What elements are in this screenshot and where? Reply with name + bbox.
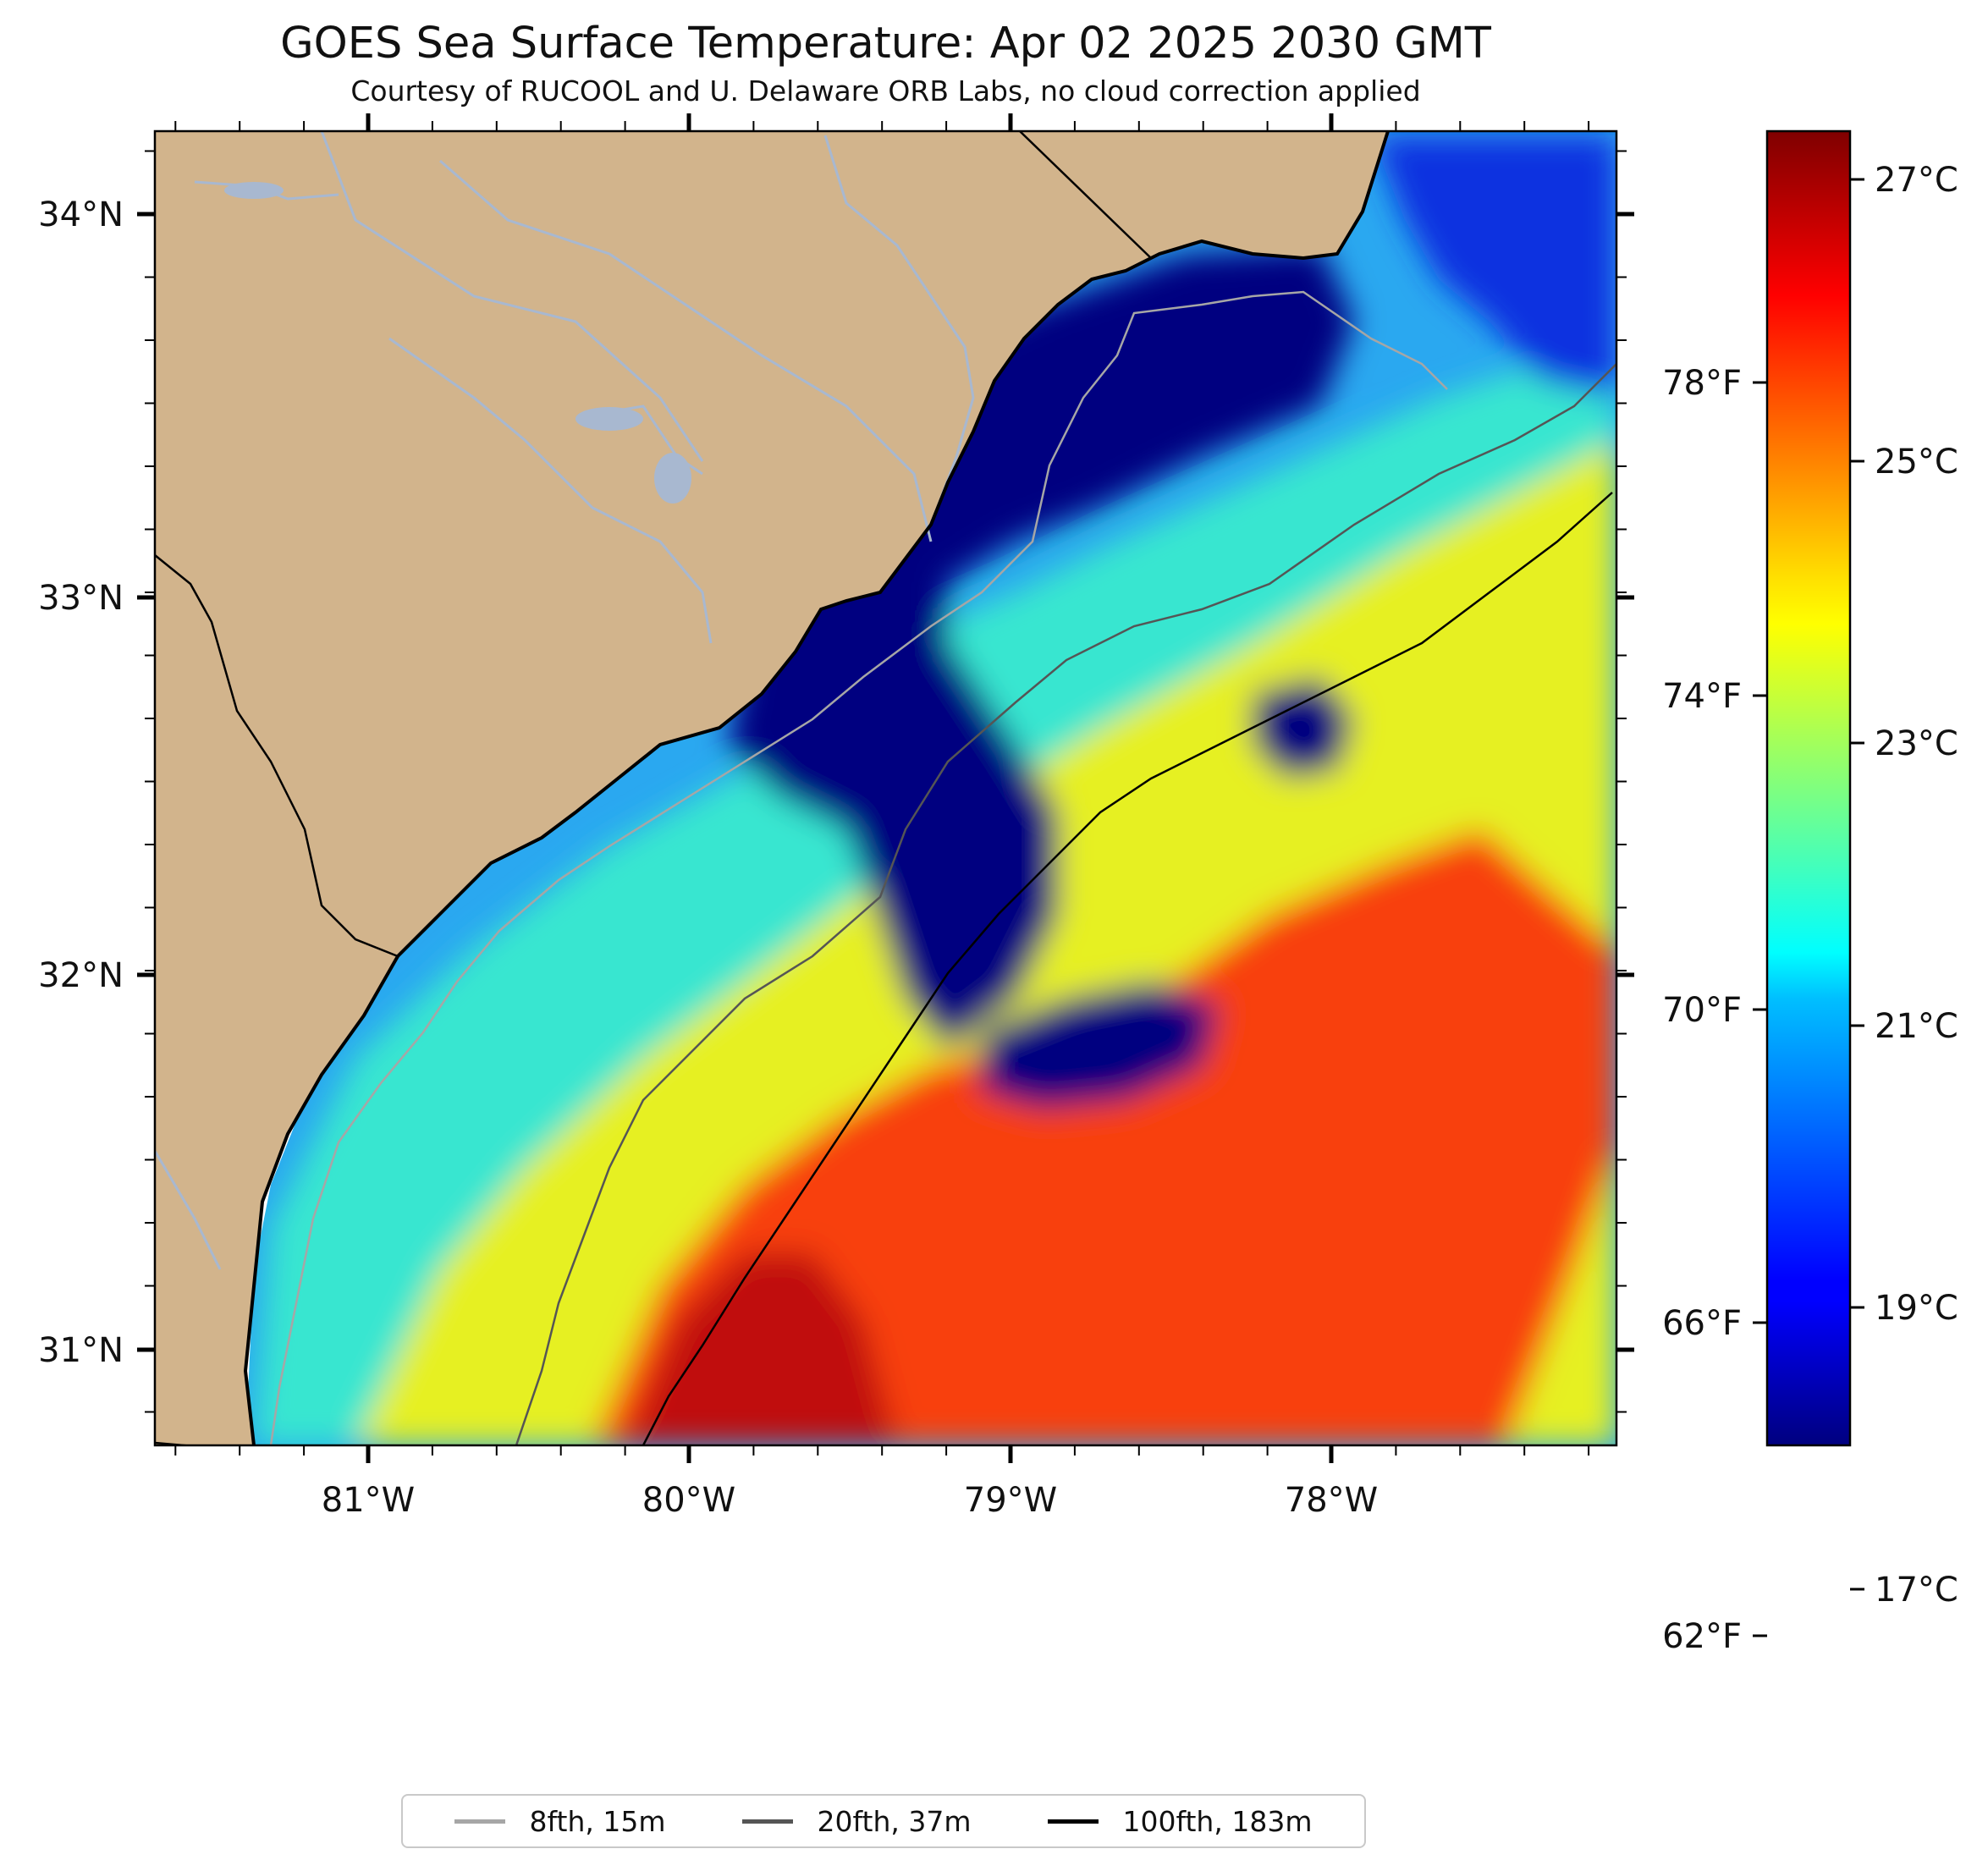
state-boundary — [1019, 131, 1152, 259]
coastline — [243, 131, 1390, 1445]
minor-ticks — [145, 121, 1627, 1456]
colorbar-label-78f: 78°F — [1662, 364, 1742, 403]
lon-label-81w: 81°W — [322, 1481, 415, 1520]
lon-label-80w: 80°W — [642, 1481, 735, 1520]
lakes — [224, 182, 691, 504]
map-area — [155, 131, 1616, 1445]
colorbar-celsius-ticks — [1850, 178, 1864, 1591]
offshore-cool-patch-2 — [1253, 677, 1354, 779]
colorbar — [1765, 129, 1852, 1447]
lon-label-78w: 78°W — [1285, 1481, 1378, 1520]
map-subtitle: Courtesy of RUCOOL and U. Delaware ORB L… — [350, 74, 1421, 107]
cold-eddy — [982, 982, 1219, 1109]
colorbar-label-27c: 27°C — [1875, 161, 1958, 200]
legend-item-8fth: 8fth, 15m — [454, 1804, 666, 1838]
colorbar-fahrenheit-ticks — [1753, 381, 1767, 1637]
map-frame — [153, 129, 1618, 1447]
lat-label-31n: 31°N — [38, 1331, 124, 1370]
lat-label-34n: 34°N — [38, 195, 124, 234]
colorbar-label-74f: 74°F — [1662, 677, 1742, 716]
legend-label-8fth: 8fth, 15m — [529, 1804, 666, 1838]
rivers — [155, 131, 975, 1270]
colorbar-label-66f: 66°F — [1662, 1304, 1742, 1343]
land — [155, 131, 1388, 1445]
lon-label-79w: 79°W — [964, 1481, 1057, 1520]
state-boundary-ga-sc — [155, 554, 399, 958]
colorbar-label-17c: 17°C — [1875, 1571, 1958, 1610]
colorbar-label-70f: 70°F — [1662, 991, 1742, 1030]
map-title: GOES Sea Surface Temperature: Apr 02 202… — [280, 19, 1491, 69]
legend-label-20fth: 20fth, 37m — [817, 1804, 972, 1838]
isobath-legend: 8fth, 15m 20fth, 37m 100fth, 183m — [401, 1794, 1366, 1848]
legend-swatch-20fth — [742, 1819, 794, 1824]
legend-item-100fth: 100fth, 183m — [1048, 1805, 1312, 1838]
colorbar-label-21c: 21°C — [1875, 1007, 1958, 1046]
offshore-cool-patch — [1371, 135, 1616, 398]
legend-item-20fth: 20fth, 37m — [742, 1805, 971, 1838]
gulf-stream-core — [626, 1252, 897, 1445]
colorbar-label-19c: 19°C — [1875, 1289, 1958, 1328]
gulf-stream-layer — [592, 829, 1616, 1445]
colorbar-label-25c: 25°C — [1875, 443, 1958, 482]
colorbar-label-23c: 23°C — [1875, 724, 1958, 763]
legend-swatch-8fth — [454, 1819, 506, 1824]
isobath-8fth — [269, 290, 1448, 1445]
lat-label-32n: 32°N — [38, 956, 124, 995]
legend-label-100fth: 100fth, 183m — [1122, 1804, 1313, 1838]
isobath-100fth — [642, 492, 1613, 1445]
lat-label-33n: 33°N — [38, 579, 124, 618]
legend-swatch-100fth — [1048, 1819, 1099, 1824]
isobath-20fth — [515, 363, 1616, 1445]
colorbar-label-62f: 62°F — [1662, 1617, 1742, 1656]
